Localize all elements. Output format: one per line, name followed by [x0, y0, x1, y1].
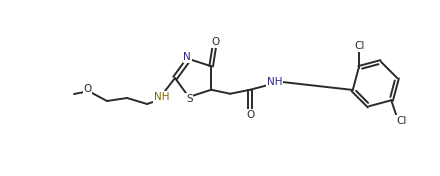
Text: O: O: [83, 84, 92, 95]
Text: N: N: [183, 52, 191, 62]
Text: NH: NH: [267, 77, 282, 87]
Text: NH: NH: [154, 92, 170, 102]
Text: Cl: Cl: [396, 116, 407, 126]
Text: O: O: [246, 110, 254, 120]
Text: Cl: Cl: [355, 41, 365, 51]
Text: O: O: [212, 37, 220, 47]
Text: S: S: [186, 93, 193, 103]
